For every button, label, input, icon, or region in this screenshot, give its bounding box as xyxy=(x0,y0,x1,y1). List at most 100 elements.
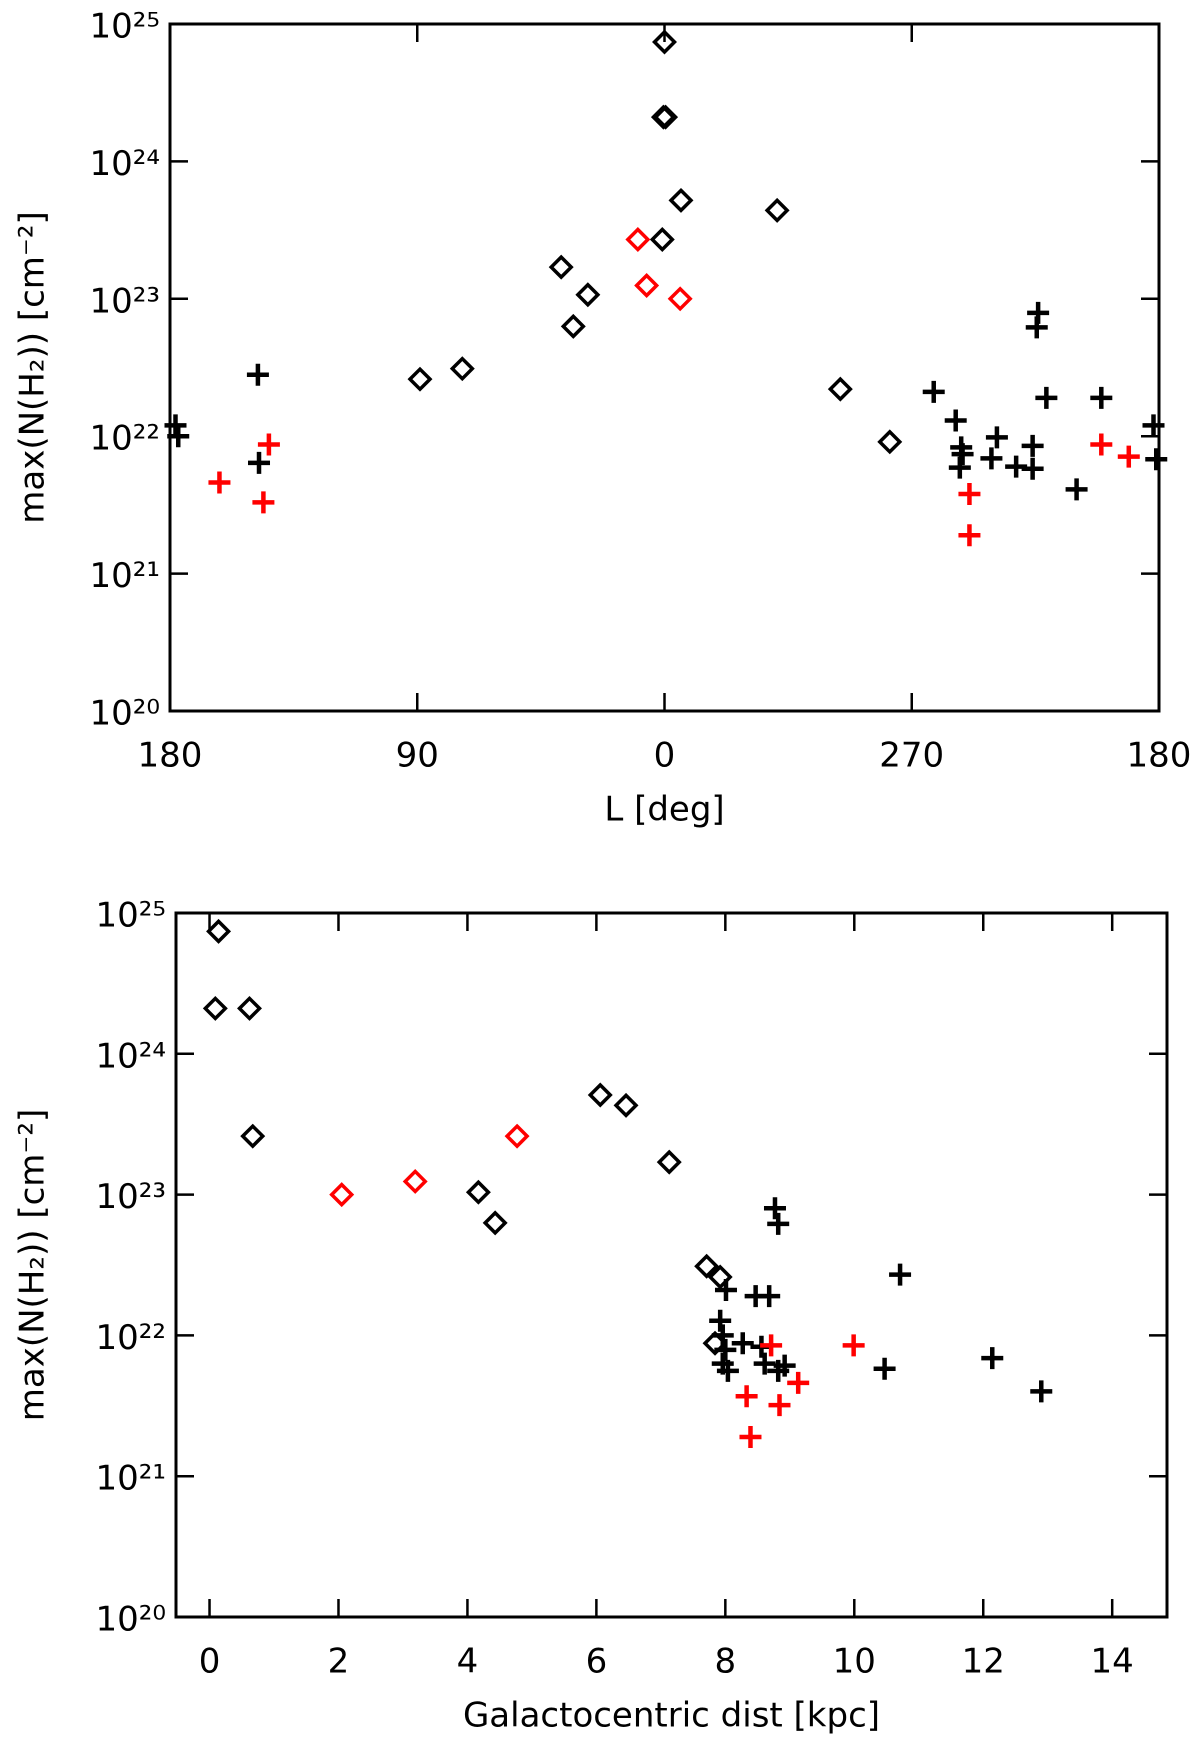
plus-point xyxy=(1145,448,1168,471)
y-tick-label: 10²⁵ xyxy=(89,7,160,47)
diamond-point xyxy=(504,1123,530,1149)
diamond-point xyxy=(575,282,601,308)
plus-point xyxy=(711,1324,734,1347)
y-tick-label: 10²⁰ xyxy=(95,1600,166,1640)
y-tick-label: 10²⁴ xyxy=(89,144,160,184)
x-tick-label: 270 xyxy=(879,736,944,776)
x-tick-label: 8 xyxy=(715,1642,737,1682)
plot-frame xyxy=(174,911,1169,1619)
x-tick-label: 6 xyxy=(586,1642,608,1682)
plus-point xyxy=(1117,445,1140,468)
plus-point xyxy=(1090,386,1113,409)
y-tick-label: 10²³ xyxy=(89,281,160,321)
plus-point xyxy=(944,409,967,432)
plus-point xyxy=(167,425,190,448)
plus-point xyxy=(716,1359,739,1382)
diamond-point xyxy=(877,429,903,455)
x-axis-label: L [deg] xyxy=(604,790,724,830)
plus-point xyxy=(948,456,971,479)
plus-point xyxy=(787,1371,810,1394)
x-tick-label: 180 xyxy=(1127,736,1192,776)
x-tick-label: 0 xyxy=(654,736,676,776)
x-tick-label: 14 xyxy=(1091,1642,1134,1682)
diamond-point xyxy=(668,187,694,213)
y-tick-label: 10²² xyxy=(95,1318,166,1358)
plus-point xyxy=(208,471,231,494)
diamond-point xyxy=(625,227,651,253)
plus-point xyxy=(951,443,974,466)
plus-point xyxy=(714,1338,737,1361)
y-tick-label: 10²⁰ xyxy=(89,694,160,734)
plus-point xyxy=(1142,414,1165,437)
y-tick-label: 10²⁵ xyxy=(95,896,166,936)
plus-point xyxy=(758,1285,781,1308)
plus-point xyxy=(763,1197,786,1220)
x-tick-label: 0 xyxy=(199,1642,221,1682)
plus-point xyxy=(709,1309,732,1332)
plus-point xyxy=(767,1212,790,1235)
plus-point xyxy=(1035,386,1058,409)
y-tick-label: 10²¹ xyxy=(95,1459,166,1499)
diamond-point xyxy=(667,286,693,312)
diamond-point xyxy=(548,254,574,280)
diamond-point xyxy=(482,1210,508,1236)
plus-point xyxy=(889,1263,912,1286)
y-tick-label: 10²¹ xyxy=(89,556,160,596)
plus-point xyxy=(768,1394,791,1417)
y-tick-label: 10²³ xyxy=(95,1177,166,1217)
diamond-point xyxy=(694,1253,720,1279)
plus-point xyxy=(731,1332,754,1355)
plus-point xyxy=(252,491,275,514)
plus-point xyxy=(1025,316,1048,339)
plus-point xyxy=(257,433,280,456)
plus-point xyxy=(1021,457,1044,480)
plus-point xyxy=(773,1354,796,1377)
plus-point xyxy=(246,363,269,386)
plus-point xyxy=(985,426,1008,449)
y-tick-label: 10²⁴ xyxy=(95,1036,166,1076)
plus-point xyxy=(714,1279,737,1302)
plus-point xyxy=(1021,434,1044,457)
diamond-point xyxy=(407,366,433,392)
diamond-point xyxy=(587,1082,613,1108)
plus-point xyxy=(980,447,1003,470)
x-axis-label: Galactocentric dist [kpc] xyxy=(463,1696,880,1736)
plus-point xyxy=(873,1357,896,1380)
plus-point xyxy=(248,451,271,474)
y-axis-label: max(N(H₂)) [cm⁻²] xyxy=(13,211,53,524)
diamond-point xyxy=(560,313,586,339)
plus-point xyxy=(164,414,187,437)
plus-point xyxy=(1030,1380,1053,1403)
diamond-point xyxy=(202,995,228,1021)
plus-point xyxy=(760,1334,783,1357)
plus-point xyxy=(958,524,981,547)
plus-point xyxy=(842,1334,865,1357)
diamond-point xyxy=(652,29,677,55)
plus-point xyxy=(1065,478,1088,501)
x-tick-label: 4 xyxy=(457,1642,479,1682)
x-tick-label: 12 xyxy=(962,1642,1005,1682)
x-tick-label: 90 xyxy=(396,736,439,776)
diamond-point xyxy=(707,1264,733,1290)
x-tick-label: 2 xyxy=(328,1642,350,1682)
diamond-point xyxy=(329,1182,355,1208)
plus-point xyxy=(922,380,945,403)
y-tick-label: 10²² xyxy=(89,419,160,459)
diamond-point xyxy=(634,273,660,298)
diamond-point xyxy=(613,1092,639,1118)
y-axis-label: max(N(H₂)) [cm⁻²] xyxy=(13,1109,53,1422)
plus-point xyxy=(753,1352,776,1375)
plus-point xyxy=(1090,433,1113,456)
diamond-point xyxy=(656,1149,682,1175)
diamond-point xyxy=(240,1123,266,1149)
diamond-point xyxy=(649,227,675,253)
plus-point xyxy=(735,1385,758,1408)
diamond-point xyxy=(402,1168,428,1194)
plus-point xyxy=(981,1347,1004,1370)
diamond-point xyxy=(449,356,475,382)
x-tick-label: 180 xyxy=(138,736,203,776)
plus-point xyxy=(958,482,981,505)
diamond-point xyxy=(650,104,676,130)
